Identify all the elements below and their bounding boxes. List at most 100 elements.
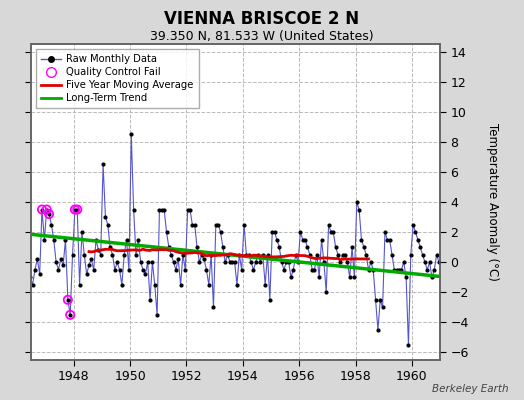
Point xyxy=(423,266,431,273)
Point xyxy=(386,236,394,243)
Point xyxy=(64,297,72,303)
Point xyxy=(195,259,203,265)
Point xyxy=(66,312,74,318)
Point xyxy=(416,244,424,250)
Point xyxy=(435,259,443,265)
Point xyxy=(61,236,70,243)
Point xyxy=(172,266,180,273)
Point xyxy=(99,161,107,168)
Point xyxy=(219,244,227,250)
Point xyxy=(146,297,154,303)
Point xyxy=(73,206,81,213)
Point xyxy=(242,252,250,258)
Point xyxy=(261,282,269,288)
Point xyxy=(36,271,44,278)
Point xyxy=(223,252,232,258)
Point xyxy=(221,259,230,265)
Point xyxy=(397,266,406,273)
Point xyxy=(160,206,168,213)
Point xyxy=(404,342,412,348)
Point xyxy=(264,252,272,258)
Point xyxy=(372,297,380,303)
Point xyxy=(42,206,51,213)
Point xyxy=(24,266,32,273)
Point xyxy=(395,266,403,273)
Point xyxy=(418,252,427,258)
Point xyxy=(216,229,225,235)
Point xyxy=(324,221,333,228)
Point xyxy=(75,282,84,288)
Point xyxy=(153,312,161,318)
Point xyxy=(85,262,93,268)
Point xyxy=(341,252,349,258)
Point xyxy=(183,206,192,213)
Point xyxy=(378,304,387,310)
Point xyxy=(266,297,274,303)
Point xyxy=(66,312,74,318)
Point xyxy=(392,266,401,273)
Point xyxy=(204,282,213,288)
Point xyxy=(390,266,399,273)
Point xyxy=(369,266,377,273)
Point xyxy=(256,259,265,265)
Point xyxy=(78,229,86,235)
Point xyxy=(108,252,117,258)
Point xyxy=(334,252,342,258)
Point xyxy=(26,274,35,280)
Point xyxy=(19,252,27,258)
Point xyxy=(413,236,422,243)
Point xyxy=(381,229,389,235)
Point xyxy=(411,229,420,235)
Point xyxy=(291,252,300,258)
Point xyxy=(428,274,436,280)
Point xyxy=(296,229,304,235)
Point xyxy=(169,259,178,265)
Point xyxy=(207,252,215,258)
Point xyxy=(120,252,128,258)
Point xyxy=(362,252,370,258)
Point xyxy=(212,221,220,228)
Point xyxy=(200,256,208,262)
Point xyxy=(45,211,53,217)
Point xyxy=(71,206,79,213)
Point xyxy=(134,236,143,243)
Point xyxy=(28,282,37,288)
Point xyxy=(270,229,279,235)
Point xyxy=(383,236,391,243)
Point xyxy=(359,244,368,250)
Point xyxy=(348,244,356,250)
Point xyxy=(202,266,211,273)
Point xyxy=(179,252,187,258)
Point xyxy=(127,131,136,138)
Point xyxy=(374,327,382,333)
Point xyxy=(313,252,321,258)
Point xyxy=(367,259,375,265)
Point xyxy=(318,236,326,243)
Point xyxy=(90,266,98,273)
Point xyxy=(327,229,335,235)
Point xyxy=(280,266,288,273)
Point xyxy=(237,266,246,273)
Point xyxy=(92,236,100,243)
Point xyxy=(64,297,72,303)
Point xyxy=(336,259,344,265)
Point xyxy=(425,259,434,265)
Point xyxy=(158,206,166,213)
Point xyxy=(245,252,253,258)
Point xyxy=(174,256,182,262)
Point xyxy=(150,282,159,288)
Point xyxy=(388,252,396,258)
Point xyxy=(125,266,133,273)
Point xyxy=(38,206,46,213)
Point xyxy=(322,289,331,296)
Point xyxy=(407,252,415,258)
Point xyxy=(101,214,110,220)
Text: VIENNA BRISCOE 2 N: VIENNA BRISCOE 2 N xyxy=(165,10,359,28)
Point xyxy=(50,236,58,243)
Text: 39.350 N, 81.533 W (United States): 39.350 N, 81.533 W (United States) xyxy=(150,30,374,43)
Point xyxy=(167,252,176,258)
Point xyxy=(430,266,439,273)
Point xyxy=(402,274,410,280)
Point xyxy=(376,297,385,303)
Point xyxy=(68,252,77,258)
